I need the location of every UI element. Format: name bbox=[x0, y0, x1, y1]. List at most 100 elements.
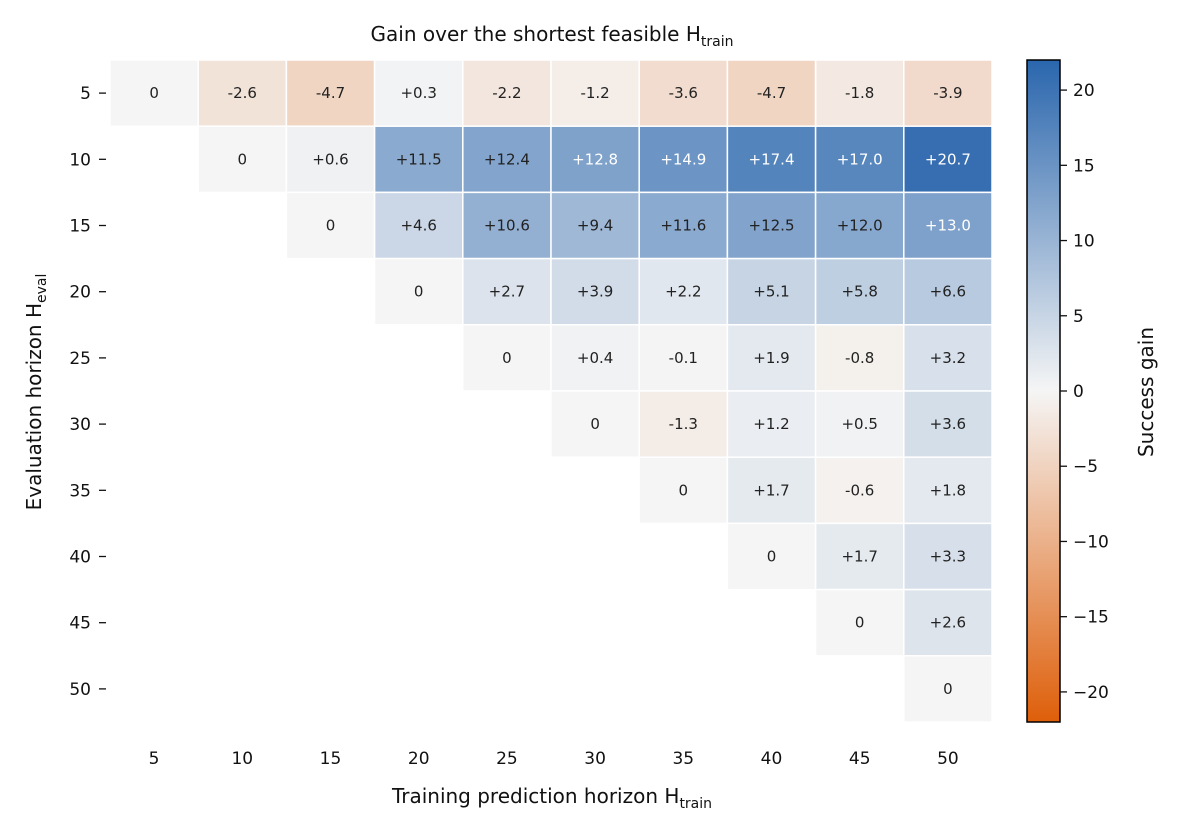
heatmap-cell bbox=[903, 522, 993, 591]
cell-value-label: -2.6 bbox=[228, 84, 257, 102]
heatmap-cell bbox=[638, 125, 729, 194]
cell-value-label: +17.0 bbox=[837, 150, 883, 168]
heatmap-cell bbox=[285, 59, 376, 127]
heatmap-cell bbox=[197, 59, 288, 127]
x-tick-label: 20 bbox=[408, 749, 430, 769]
cell-value-label: +0.4 bbox=[577, 349, 613, 367]
y-tick-label: 40 bbox=[69, 548, 91, 568]
cell-value-label: -0.8 bbox=[845, 349, 874, 367]
heatmap-cell bbox=[638, 324, 729, 392]
cell-value-label: -2.2 bbox=[492, 84, 521, 102]
cell-value-label: +17.4 bbox=[749, 150, 795, 168]
x-tick-label: 5 bbox=[149, 749, 160, 769]
heatmap-cell bbox=[726, 59, 817, 127]
cell-value-label: 0 bbox=[326, 217, 336, 235]
heatmap-cell bbox=[814, 456, 905, 525]
cell-value-label: -4.7 bbox=[757, 84, 786, 102]
cell-value-label: +5.1 bbox=[753, 283, 789, 301]
cell-value-label: +0.6 bbox=[312, 150, 348, 168]
x-tick-label: 30 bbox=[584, 749, 606, 769]
colorbar-tick-label: 0 bbox=[1073, 382, 1084, 402]
cell-value-label: 0 bbox=[767, 548, 777, 566]
colorbar-tick-label: −10 bbox=[1073, 532, 1109, 552]
heatmap-cell bbox=[726, 390, 817, 458]
cell-value-label: 0 bbox=[238, 150, 248, 168]
cell-value-label: +1.7 bbox=[753, 481, 789, 499]
colorbar bbox=[1026, 59, 1061, 723]
y-tick-label: 25 bbox=[69, 349, 91, 369]
cell-value-label: +11.5 bbox=[396, 150, 442, 168]
heatmap-cell bbox=[903, 655, 993, 723]
cell-value-label: +1.7 bbox=[841, 548, 877, 566]
heatmap-cell bbox=[726, 522, 817, 591]
heatmap-cell bbox=[462, 125, 552, 194]
heatmap-cell bbox=[550, 59, 640, 127]
heatmap-cell bbox=[109, 59, 199, 127]
cell-value-label: +2.6 bbox=[930, 614, 966, 632]
heatmap-cell bbox=[285, 191, 376, 260]
heatmap-cell bbox=[462, 257, 552, 326]
heatmap-cell bbox=[903, 390, 993, 458]
colorbar-tick-label: 10 bbox=[1073, 232, 1095, 252]
y-axis-label: Evaluation horizon Heval bbox=[22, 274, 50, 511]
heatmap-cell bbox=[550, 324, 640, 392]
cell-value-label: +5.8 bbox=[841, 283, 877, 301]
x-axis-label: Training prediction horizon Htrain bbox=[391, 784, 712, 812]
x-tick-label: 45 bbox=[849, 749, 871, 769]
x-tick-label: 10 bbox=[231, 749, 253, 769]
cell-value-label: 0 bbox=[149, 84, 159, 102]
y-tick-label: 20 bbox=[69, 283, 91, 303]
heatmap-cell bbox=[373, 191, 464, 260]
y-tick-label: 5 bbox=[80, 84, 91, 104]
cell-value-label: +3.9 bbox=[577, 283, 613, 301]
cell-value-label: 0 bbox=[502, 349, 512, 367]
cell-value-label: +3.2 bbox=[930, 349, 966, 367]
colorbar-tick-label: −20 bbox=[1073, 683, 1109, 703]
x-tick-label: 50 bbox=[937, 749, 959, 769]
cell-value-label: +3.3 bbox=[930, 548, 966, 566]
cell-value-label: +12.4 bbox=[484, 150, 530, 168]
heatmap-cell bbox=[638, 456, 729, 525]
cell-value-label: -1.8 bbox=[845, 84, 874, 102]
heatmap-cell bbox=[903, 125, 993, 194]
heatmap-cell bbox=[814, 522, 905, 591]
colorbar-tick-label: 20 bbox=[1073, 81, 1095, 101]
cell-value-label: +10.6 bbox=[484, 217, 530, 235]
x-tick-label: 35 bbox=[672, 749, 694, 769]
colorbar-tick-label: 5 bbox=[1073, 307, 1084, 327]
cell-value-label: +0.5 bbox=[841, 415, 877, 433]
heatmap-cell bbox=[373, 257, 464, 326]
cell-value-label: +2.7 bbox=[489, 283, 525, 301]
y-tick-label: 15 bbox=[69, 217, 91, 237]
chart-title: Gain over the shortest feasible Htrain bbox=[371, 22, 734, 50]
heatmap-cell bbox=[462, 324, 552, 392]
x-tick-label: 25 bbox=[496, 749, 518, 769]
colorbar-tick-label: 15 bbox=[1073, 156, 1095, 176]
heatmap-cell bbox=[638, 390, 729, 458]
y-tick-label: 10 bbox=[69, 150, 91, 170]
cell-value-label: +1.8 bbox=[930, 481, 966, 499]
heatmap-cell bbox=[285, 125, 376, 194]
cell-value-label: +14.9 bbox=[660, 150, 706, 168]
cell-value-label: -3.9 bbox=[933, 84, 962, 102]
cell-value-label: +1.2 bbox=[753, 415, 789, 433]
cell-value-label: +12.8 bbox=[572, 150, 618, 168]
x-axis-ticks: 5 10 15 20 25 30 35 40 45 50 bbox=[149, 749, 959, 769]
heatmap-cell bbox=[903, 191, 993, 260]
y-tick-label: 45 bbox=[69, 614, 91, 634]
cell-value-label: +20.7 bbox=[925, 150, 971, 168]
y-tick-label: 35 bbox=[69, 481, 91, 501]
heatmap-cell bbox=[550, 390, 640, 458]
heatmap-cell bbox=[638, 257, 729, 326]
cell-value-label: 0 bbox=[855, 614, 865, 632]
cell-value-label: +9.4 bbox=[577, 217, 613, 235]
cell-value-label: +3.6 bbox=[930, 415, 966, 433]
heatmap-cell bbox=[814, 125, 905, 194]
cell-value-label: +4.6 bbox=[400, 217, 436, 235]
heatmap-cell bbox=[726, 125, 817, 194]
y-tick-label: 30 bbox=[69, 415, 91, 435]
colorbar-tick-label: −15 bbox=[1073, 608, 1109, 628]
cell-value-label: -0.6 bbox=[845, 481, 874, 499]
cell-value-label: +12.0 bbox=[837, 217, 883, 235]
cell-value-label: +0.3 bbox=[400, 84, 436, 102]
